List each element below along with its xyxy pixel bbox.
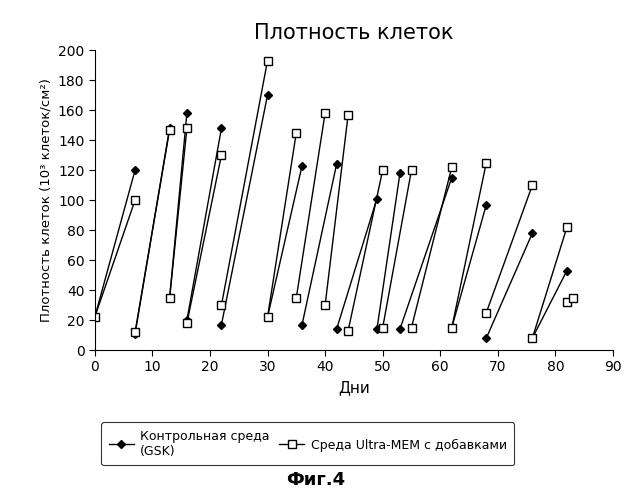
X-axis label: Дни: Дни (338, 380, 370, 395)
Y-axis label: Плотность клеток (10³ клеток/см²): Плотность клеток (10³ клеток/см²) (39, 78, 52, 322)
Контрольная среда
(GSK) (131, 167, 139, 173)
Legend: Контрольная среда
(GSK), Среда Ultra-MEM с добавками: Контрольная среда (GSK), Среда Ultra-MEM… (101, 422, 514, 466)
Среда Ultra-MEM с добавками (91, 314, 99, 320)
Title: Плотность клеток: Плотность клеток (254, 23, 454, 43)
Среда Ultra-MEM с добавками (131, 197, 139, 203)
Line: Контрольная среда
(GSK): Контрольная среда (GSK) (92, 167, 138, 320)
Line: Среда Ultra-MEM с добавками: Среда Ultra-MEM с добавками (91, 196, 139, 321)
Text: Фиг.4: Фиг.4 (286, 471, 346, 489)
Контрольная среда
(GSK) (91, 314, 99, 320)
